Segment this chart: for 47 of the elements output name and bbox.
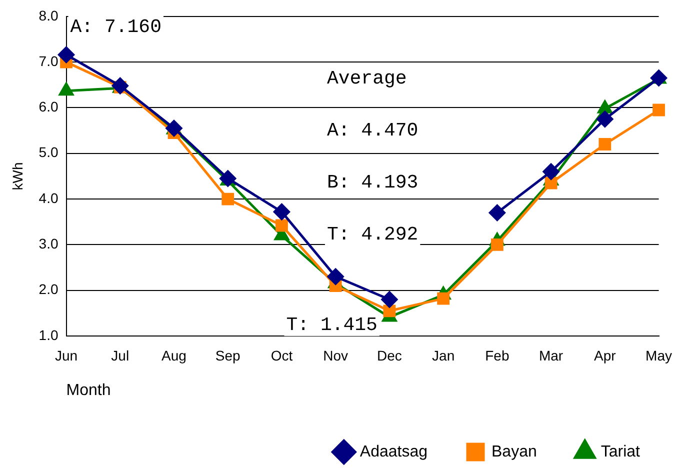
- y-tick-label: 1.0: [38, 326, 58, 343]
- point: [58, 46, 75, 63]
- annotation: Average: [326, 67, 407, 90]
- point: [542, 163, 560, 180]
- annotation: A: 4.470: [326, 119, 418, 142]
- x-tick-label: Feb: [485, 347, 510, 364]
- legend-label: Bayan: [492, 443, 537, 460]
- point: [544, 176, 558, 190]
- x-tick-label: Dec: [377, 347, 402, 364]
- point: [488, 204, 506, 221]
- x-axis-title: Month: [66, 382, 111, 399]
- point: [276, 219, 288, 232]
- point: [596, 110, 614, 128]
- x-tick-label: May: [646, 347, 672, 364]
- annotation: A: 7.160: [70, 16, 162, 38]
- y-tick-label: 6.0: [38, 98, 58, 115]
- x-tick-label: Nov: [323, 347, 348, 364]
- point: [381, 291, 398, 308]
- point: [383, 304, 396, 318]
- point: [437, 292, 450, 305]
- y-tick-label: 2.0: [38, 281, 58, 298]
- y-axis-title: kWh: [9, 162, 26, 190]
- point: [650, 70, 668, 86]
- x-tick-label: Jun: [54, 347, 78, 364]
- annotation: T: 4.292: [326, 223, 418, 246]
- y-tick-label: 7.0: [38, 52, 58, 69]
- x-tick-label: Mar: [538, 347, 564, 364]
- y-tick-label: 4.0: [38, 190, 58, 206]
- point: [222, 192, 234, 206]
- y-tick-label: 5.0: [38, 144, 58, 160]
- point: [327, 268, 344, 285]
- annotation: T: 1.415: [286, 314, 378, 336]
- point: [652, 104, 665, 116]
- y-tick-label: 8.0: [38, 7, 58, 24]
- x-tick-label: Jul: [111, 347, 130, 364]
- x-tick-label: Aug: [162, 347, 186, 364]
- legend-label: Adaatsag: [360, 443, 428, 460]
- point: [598, 138, 612, 150]
- point: [273, 204, 290, 220]
- point: [166, 120, 182, 137]
- annotation: B: 4.193: [326, 171, 418, 194]
- x-tick-label: Sep: [215, 347, 241, 364]
- x-tick-label: Apr: [594, 347, 616, 364]
- y-tick-label: 3.0: [38, 236, 58, 252]
- x-tick-label: Oct: [270, 347, 293, 364]
- x-tick-label: Jan: [432, 347, 455, 364]
- legend-label: Tariat: [600, 443, 641, 460]
